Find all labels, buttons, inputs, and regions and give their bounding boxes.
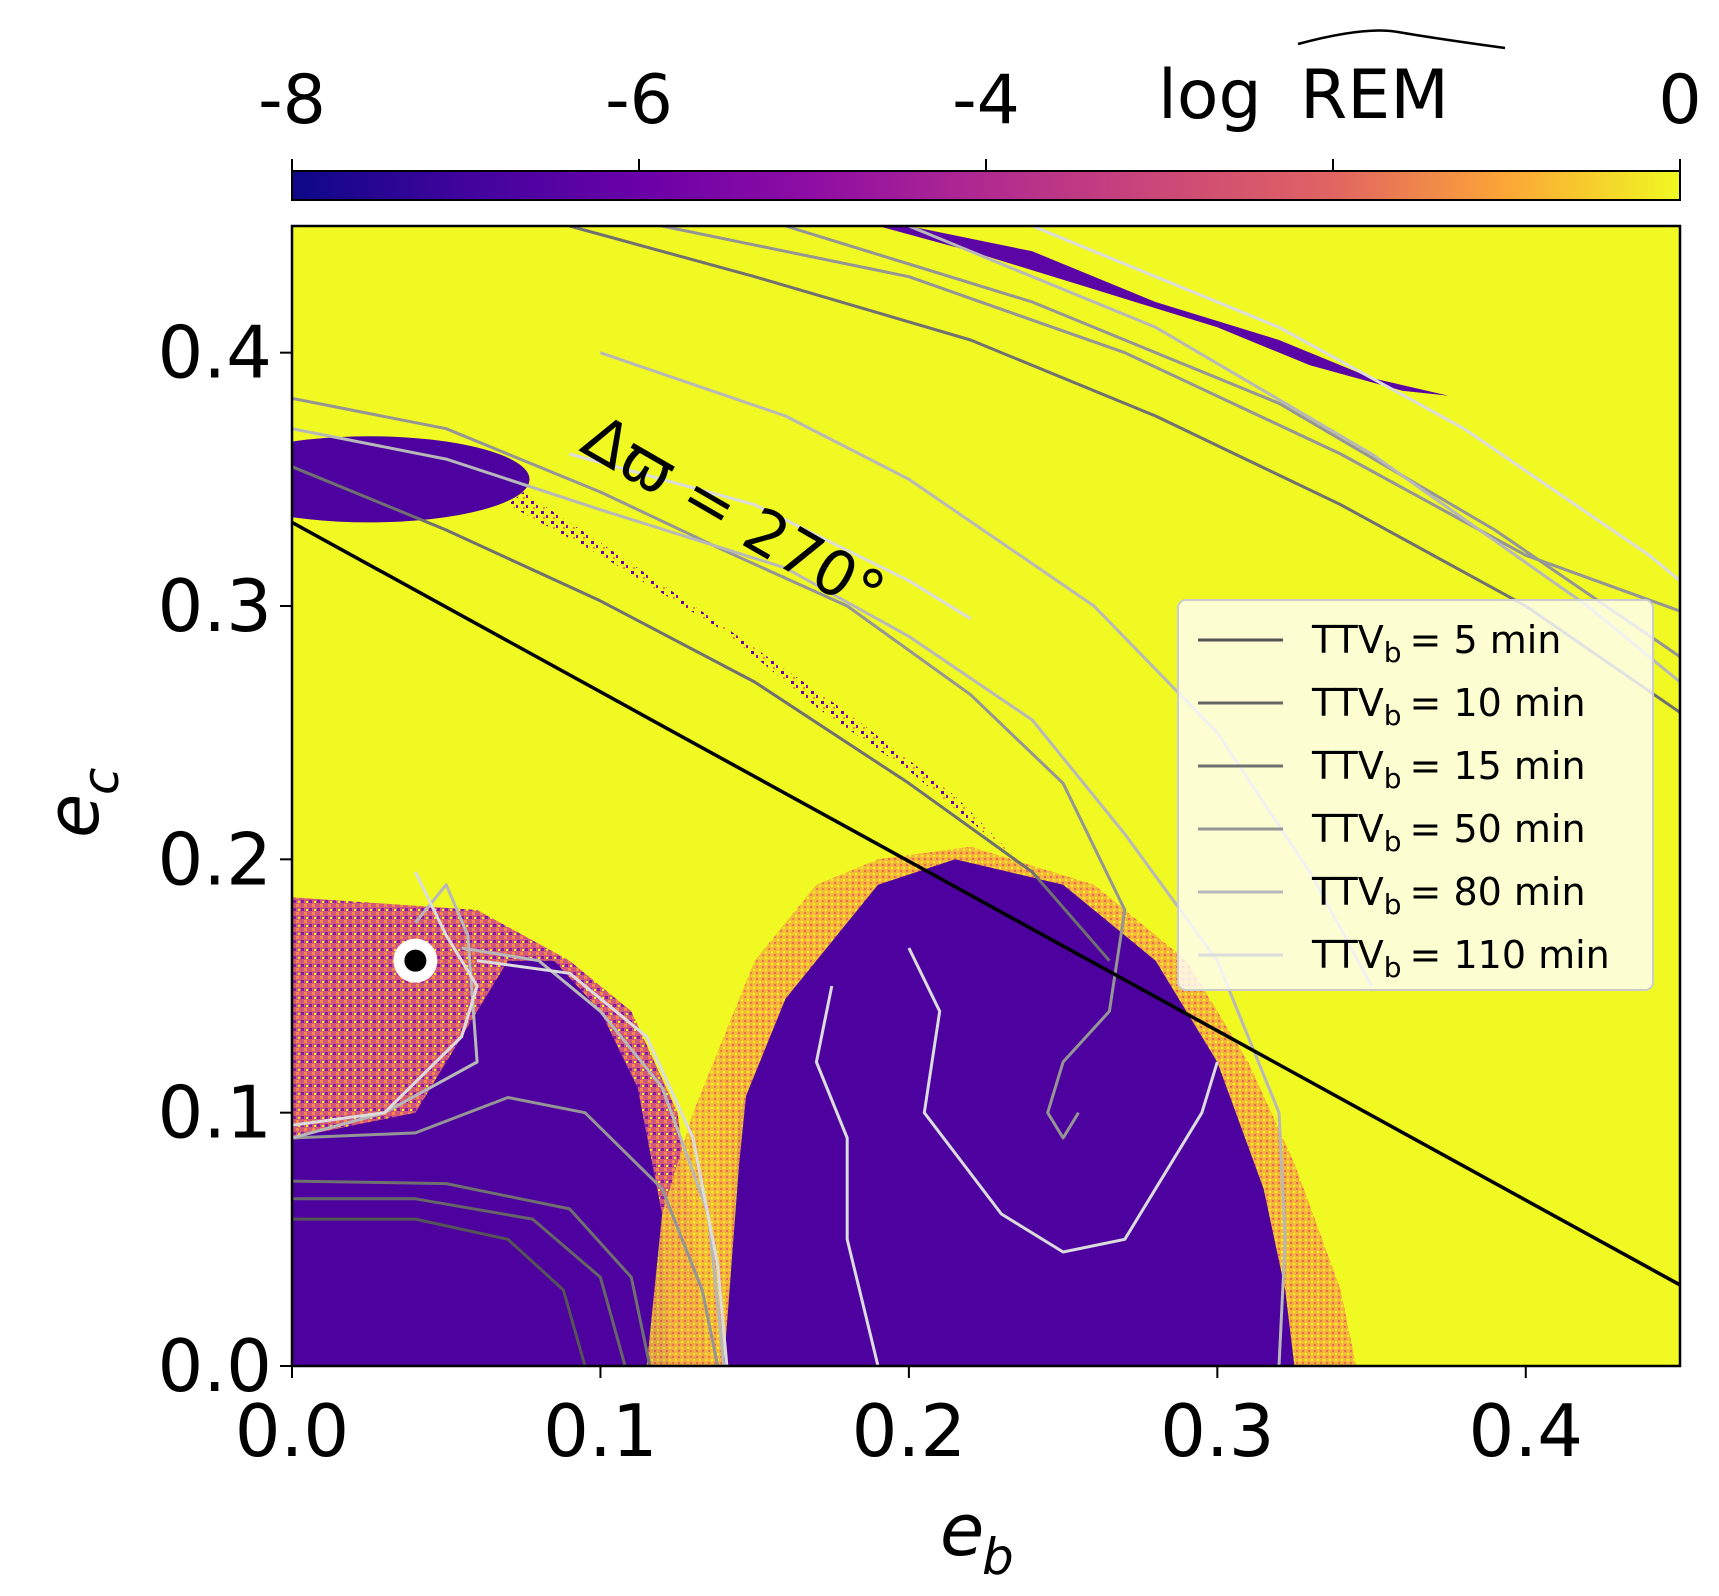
colorbar-bar [291, 170, 1681, 201]
y-tick-label: 0.0 [157, 1324, 272, 1408]
marker-inner [404, 949, 427, 972]
colorbar-label-hat [1297, 29, 1506, 50]
y-tick-label: 0.3 [157, 564, 272, 648]
legend-entries: TTVb = 5 min TTVb = 10 min TTVb = 15 min TTVb =… [1198, 618, 1610, 984]
heatmap-regions [292, 226, 1449, 1366]
legend-label: TTVb = 80 min [1311, 870, 1586, 921]
heatmap-region-top-left-ellipse [292, 436, 530, 523]
x-axis-ticks: 0.0 0.1 0.2 0.3 0.4 [235, 1366, 1583, 1473]
legend-label: TTVb = 50 min [1311, 807, 1586, 858]
legend-label: TTVb = 110 min [1311, 933, 1610, 984]
y-axis-ticks: 0.0 0.1 0.2 0.3 0.4 [157, 311, 292, 1408]
heatmap-region-upper-band [878, 226, 1449, 396]
contour-line [476, 959, 729, 1366]
contour-line [292, 1217, 587, 1366]
contour-line [785, 226, 1680, 658]
colorbar: -8 -6 -4 0 log REM [258, 29, 1702, 201]
contour-line [907, 947, 1219, 1254]
y-axis-label: e c [31, 768, 130, 839]
colorbar-tick-label: -8 [258, 61, 326, 140]
contour-line [292, 1096, 720, 1366]
x-axis-label: e b [940, 1488, 1014, 1586]
y-tick-label: 0.2 [157, 817, 272, 901]
legend: TTVb = 5 min TTVb = 10 min TTVb = 15 min TTVb =… [1177, 599, 1654, 991]
heatmap-region-purple-island [723, 859, 1295, 1366]
contour-line [292, 427, 1287, 1366]
heatmap-region-speckled-band [507, 492, 1017, 860]
colorbar-tick-label: -6 [605, 61, 673, 140]
y-tick-label: 0.1 [157, 1071, 272, 1155]
contour-line [292, 1197, 627, 1366]
colorbar-label-prefix: log [1158, 56, 1262, 135]
x-tick-label: 0.1 [543, 1389, 658, 1473]
legend-label: TTVb = 15 min [1311, 744, 1586, 795]
x-axis-label-sub: b [982, 1528, 1014, 1586]
reference-line [292, 520, 1680, 1287]
colorbar-label-main: REM [1300, 56, 1449, 135]
contour-line [292, 465, 1111, 962]
legend-label: TTVb = 5 min [1311, 618, 1561, 669]
colorbar-tick-label: -4 [952, 61, 1020, 140]
reference-line-layer [292, 520, 1680, 1287]
contour-line [292, 871, 479, 1127]
contour-line [292, 1179, 652, 1366]
contour-line [1031, 226, 1680, 582]
plot-frame [290, 224, 1682, 1368]
contour-line [814, 985, 880, 1366]
contour-line [569, 452, 972, 620]
contour-line [292, 396, 1127, 1140]
x-tick-label: 0.4 [1469, 1389, 1584, 1473]
y-tick-label: 0.4 [157, 311, 272, 395]
legend-box [1177, 599, 1654, 991]
colorbar-tick-label: 0 [1658, 61, 1701, 140]
y-axis-label-main: e [31, 794, 115, 838]
x-tick-label: 0.0 [235, 1389, 350, 1473]
contour-line [461, 946, 726, 1366]
x-tick-label: 0.3 [1160, 1389, 1275, 1473]
marker-layer [393, 938, 438, 983]
legend-label: TTVb = 10 min [1311, 681, 1586, 732]
heatmap-region-purple-lobe [292, 960, 669, 1366]
contour-line [661, 226, 1680, 613]
x-tick-label: 0.2 [852, 1389, 967, 1473]
heatmap [292, 226, 1680, 1366]
x-axis-label-main: e [940, 1488, 984, 1572]
colorbar-ticks: -8 -6 -4 0 [258, 61, 1702, 171]
y-axis-label-sub: c [72, 768, 130, 796]
heatmap-region-halo [646, 859, 878, 1366]
